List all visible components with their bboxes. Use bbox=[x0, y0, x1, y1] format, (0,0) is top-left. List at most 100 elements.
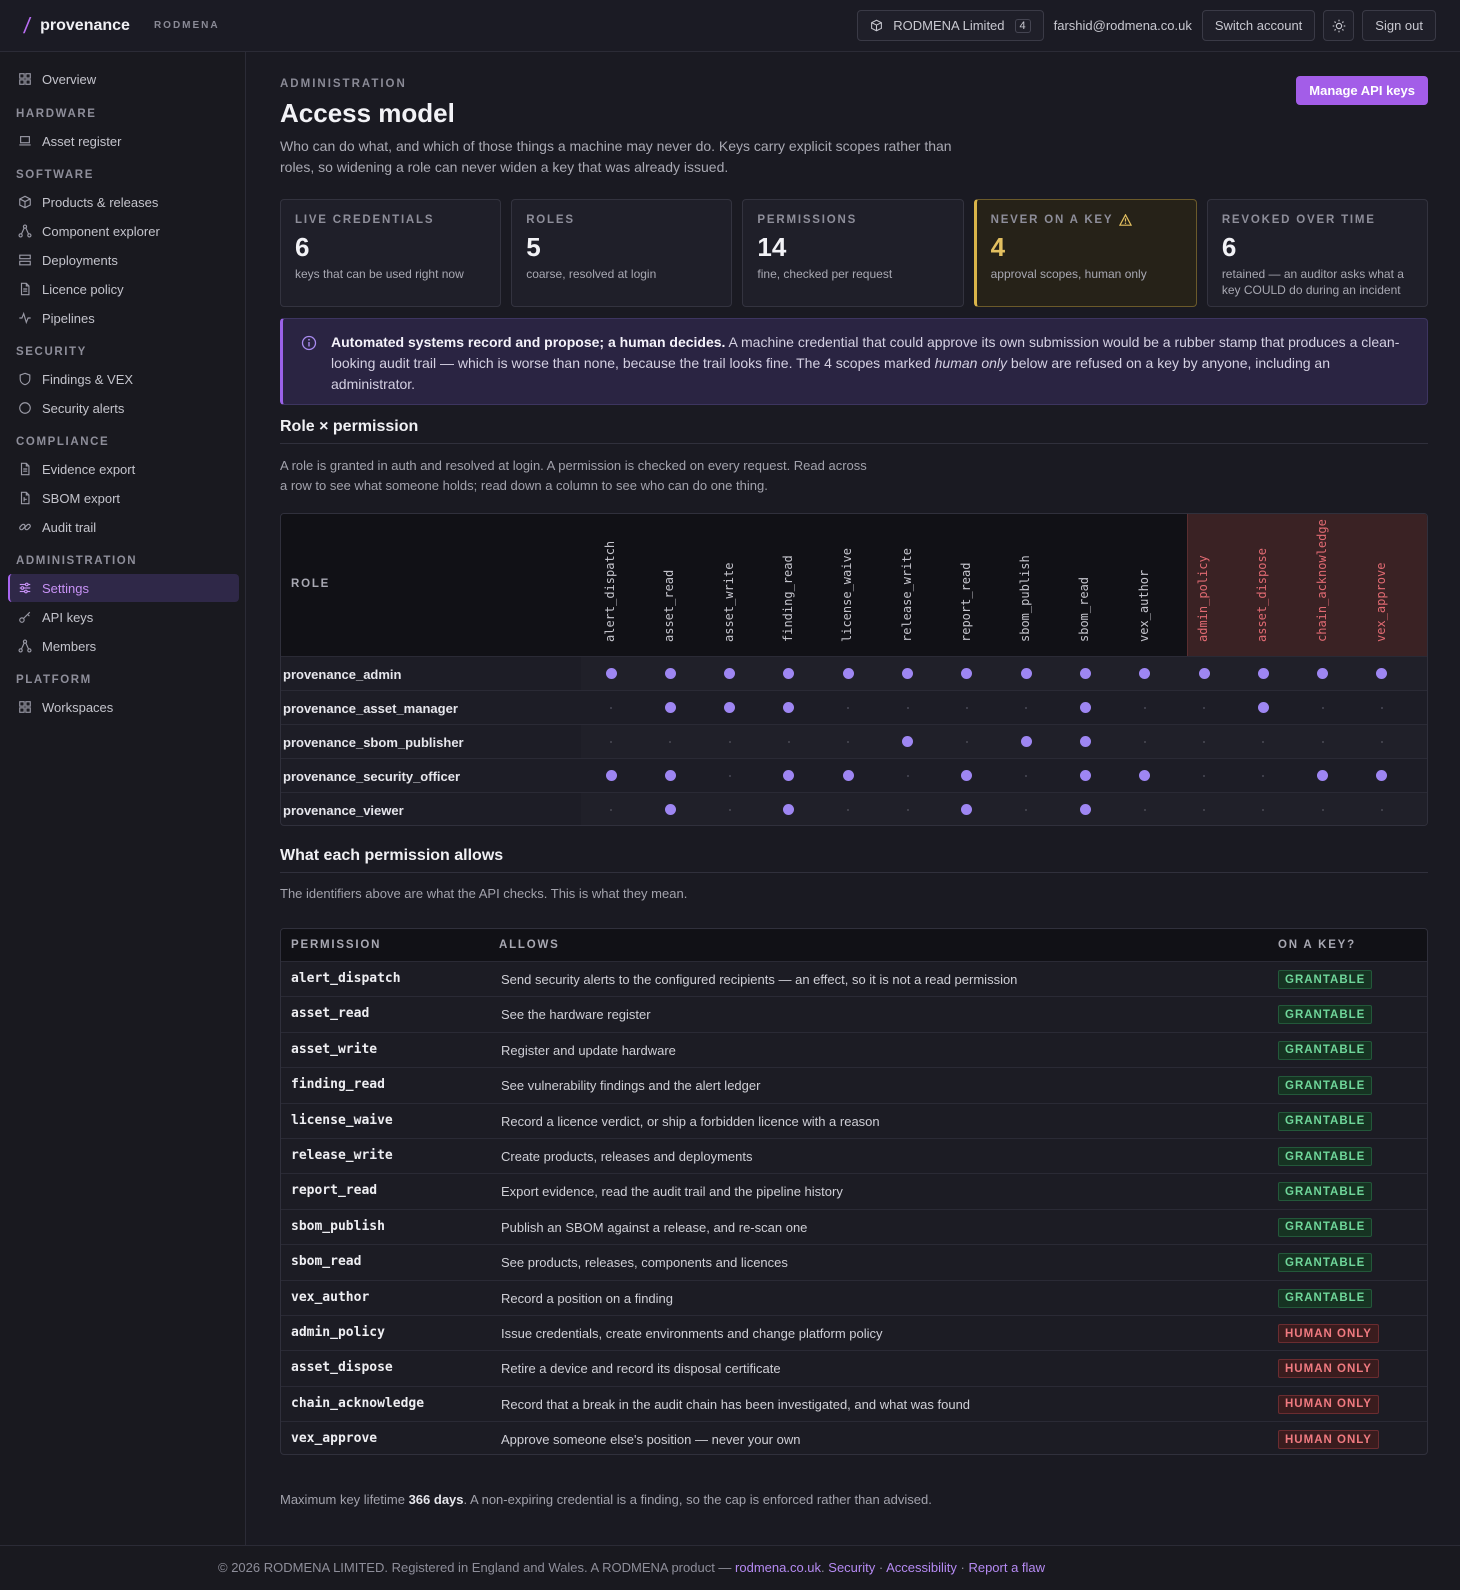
stat-label: ROLES bbox=[526, 214, 575, 226]
nav-group-compliance: COMPLIANCE bbox=[16, 436, 110, 448]
no-grant-mark bbox=[1321, 809, 1324, 811]
no-grant-mark bbox=[1262, 809, 1265, 811]
nav-group-platform: PLATFORM bbox=[16, 674, 92, 686]
column-header-on-key: ON A KEY? bbox=[1278, 939, 1356, 951]
laptop-icon bbox=[19, 136, 31, 146]
status-badge: HUMAN ONLY bbox=[1278, 1359, 1379, 1379]
page-eyebrow: ADMINISTRATION bbox=[280, 78, 407, 90]
no-grant-mark bbox=[1025, 775, 1028, 777]
sidebar-item-evidence-export[interactable]: Evidence export bbox=[8, 455, 239, 483]
footer-link-security[interactable]: Security bbox=[828, 1560, 876, 1575]
permission-description: Register and update hardware bbox=[501, 1042, 676, 1058]
stat-card-permissions: PERMISSIONS 14 fine, checked per request bbox=[742, 199, 964, 307]
grant-dot bbox=[1139, 770, 1151, 781]
permission-description: Record a licence verdict, or ship a forb… bbox=[501, 1113, 880, 1129]
sidebar-item-findings-vex[interactable]: Findings & VEX bbox=[8, 365, 239, 393]
sidebar-item-api-keys[interactable]: API keys bbox=[8, 603, 239, 631]
grant-dot bbox=[1020, 668, 1032, 679]
footer-link-accessibility[interactable]: Accessibility bbox=[886, 1560, 957, 1575]
sidebar-item-label: Workspaces bbox=[42, 699, 114, 715]
matrix-column-header: sbom_read bbox=[1077, 576, 1092, 642]
sidebar-item-members[interactable]: Members bbox=[8, 632, 239, 660]
matrix-column-header: license_waive bbox=[840, 548, 855, 642]
stat-label: NEVER ON A KEY bbox=[990, 214, 1114, 226]
grant-dot bbox=[961, 668, 973, 679]
no-grant-mark bbox=[965, 741, 968, 743]
no-grant-mark bbox=[1262, 741, 1265, 743]
permission-description: Approve someone else's position — never … bbox=[501, 1432, 801, 1448]
circle-icon bbox=[19, 402, 31, 414]
grant-dot bbox=[1376, 770, 1388, 781]
package-icon bbox=[19, 195, 31, 209]
sidebar-item-pipelines[interactable]: Pipelines bbox=[8, 304, 239, 332]
matrix-role-label: provenance_asset_manager bbox=[283, 701, 458, 716]
stat-card-live-credentials: LIVE CREDENTIALS 6 keys that can be used… bbox=[280, 199, 502, 307]
table-row: alert_dispatch Send security alerts to th… bbox=[281, 961, 1427, 997]
no-grant-mark bbox=[1380, 741, 1383, 743]
grant-dot bbox=[1079, 736, 1091, 747]
sidebar-item-sbom-export[interactable]: SBOM export bbox=[8, 484, 239, 512]
stat-card-never-on-key: NEVER ON A KEY 4 approval scopes, human … bbox=[973, 199, 1197, 307]
sidebar-item-settings[interactable]: Settings bbox=[8, 574, 239, 602]
footer-link-report-flaw[interactable]: Report a flaw bbox=[968, 1560, 1046, 1575]
footer-sep: · bbox=[875, 1560, 887, 1575]
grant-dot bbox=[1317, 668, 1329, 679]
permission-name: license_waive bbox=[291, 1112, 393, 1128]
status-badge: GRANTABLE bbox=[1278, 1253, 1373, 1273]
no-grant-mark bbox=[906, 707, 909, 709]
permission-description: Record a position on a finding bbox=[501, 1290, 674, 1306]
sign-out-button[interactable]: Sign out bbox=[1362, 10, 1436, 41]
grant-dot bbox=[664, 770, 676, 781]
matrix-human-only-header bbox=[1187, 514, 1427, 656]
grant-dot bbox=[783, 804, 795, 815]
org-selector[interactable]: RODMENA Limited 4 bbox=[857, 10, 1044, 41]
permission-name: finding_read bbox=[291, 1077, 385, 1093]
matrix-row-cells bbox=[581, 725, 1427, 759]
table-row: asset_write Register and update hardware G… bbox=[281, 1031, 1427, 1068]
sidebar-item-component-explorer[interactable]: Component explorer bbox=[8, 217, 239, 245]
no-grant-mark bbox=[1143, 707, 1146, 709]
sidebar-item-deployments[interactable]: Deployments bbox=[8, 246, 239, 274]
grant-dot bbox=[664, 668, 676, 679]
sidebar-item-overview[interactable]: Overview bbox=[8, 65, 239, 93]
no-grant-mark bbox=[1143, 809, 1146, 811]
matrix-column-header: release_write bbox=[899, 548, 914, 642]
no-grant-mark bbox=[787, 741, 790, 743]
sidebar-item-asset-register[interactable]: Asset register bbox=[8, 127, 239, 155]
matrix-row: provenance_admin bbox=[281, 656, 1427, 691]
footer-link-site[interactable]: rodmena.co.uk bbox=[735, 1560, 822, 1575]
manage-api-keys-button[interactable]: Manage API keys bbox=[1296, 76, 1428, 105]
sidebar-item-workspaces[interactable]: Workspaces bbox=[8, 693, 239, 721]
sidebar-item-licence-policy[interactable]: Licence policy bbox=[8, 275, 239, 303]
no-grant-mark bbox=[1380, 707, 1383, 709]
status-badge: HUMAN ONLY bbox=[1278, 1324, 1379, 1343]
no-grant-mark bbox=[1203, 741, 1205, 743]
grant-dot bbox=[1079, 804, 1091, 815]
theme-toggle-button[interactable] bbox=[1323, 10, 1355, 41]
no-grant-mark bbox=[1203, 707, 1205, 709]
sidebar-item-label: Audit trail bbox=[42, 519, 97, 535]
grant-dot bbox=[724, 702, 736, 713]
sidebar-item-security-alerts[interactable]: Security alerts bbox=[8, 394, 239, 422]
status-badge: GRANTABLE bbox=[1278, 1288, 1373, 1308]
sidebar-item-audit-trail[interactable]: Audit trail bbox=[8, 513, 239, 541]
stat-value: 14 bbox=[757, 232, 787, 262]
status-badge: GRANTABLE bbox=[1278, 1111, 1373, 1131]
brand-slash-icon: / bbox=[22, 12, 32, 38]
brand[interactable]: / provenance RODMENA bbox=[22, 12, 220, 39]
permission-name: release_write bbox=[291, 1148, 393, 1163]
section-divider bbox=[280, 443, 1428, 444]
network-icon bbox=[18, 639, 32, 653]
permission-description: Publish an SBOM against a release, and r… bbox=[501, 1219, 808, 1235]
grant-dot bbox=[961, 770, 973, 781]
grant-dot bbox=[783, 770, 795, 781]
sidebar-item-products-releases[interactable]: Products & releases bbox=[8, 188, 239, 216]
status-badge: GRANTABLE bbox=[1278, 1217, 1373, 1237]
grant-dot bbox=[1079, 702, 1091, 713]
permission-name: asset_read bbox=[291, 1006, 370, 1022]
switch-account-button[interactable]: Switch account bbox=[1201, 10, 1316, 41]
no-grant-mark bbox=[1025, 707, 1028, 709]
sidebar: Overview HARDWARE Asset register SOFTWAR… bbox=[0, 52, 246, 1545]
matrix-row: provenance_sbom_publisher bbox=[281, 724, 1427, 759]
status-badge: HUMAN ONLY bbox=[1278, 1394, 1379, 1414]
